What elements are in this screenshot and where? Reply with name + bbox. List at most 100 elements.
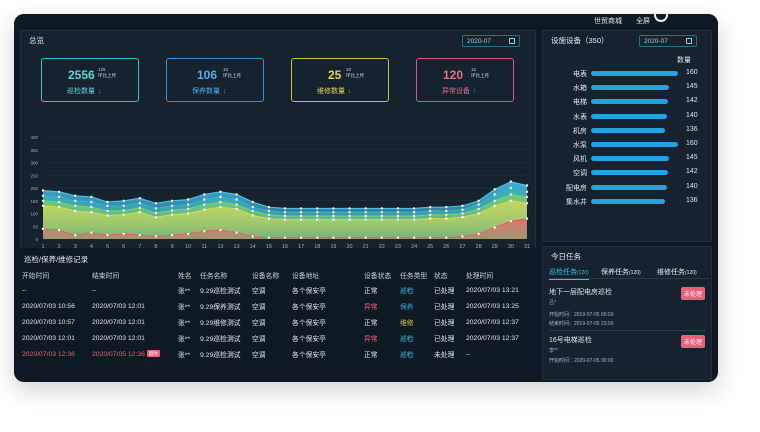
equipment-bar: [591, 156, 669, 162]
data-point: [283, 214, 287, 218]
data-point: [138, 197, 141, 200]
data-point: [429, 217, 432, 220]
calendar-icon: [686, 38, 692, 44]
equipment-value: 160: [686, 140, 698, 147]
equipment-title: 设施设备（350）: [551, 36, 609, 45]
equipment-value: 140: [686, 182, 698, 190]
cell-task-type-text: 巡检: [400, 352, 414, 359]
col-task: 任务名称: [200, 273, 228, 280]
data-point: [412, 214, 416, 218]
cell-address: 各个保安亭: [292, 330, 364, 346]
y-tick-label: 250: [30, 173, 38, 178]
cell-device-status-text: 异常: [364, 336, 378, 343]
cell-name-text: 张**: [178, 336, 191, 343]
data-point: [332, 218, 335, 221]
equipment-date-picker[interactable]: 2020-07: [639, 35, 697, 47]
data-point: [445, 236, 448, 239]
kpi-abnormal-label-text: 异常设备: [442, 88, 470, 95]
tab-inspection[interactable]: 巡检任务(120): [549, 267, 589, 280]
x-tick-label: 4: [90, 244, 93, 250]
cell-end: 2020/07/03 12:01: [92, 330, 178, 346]
cell-task-type: 巡检: [400, 330, 434, 346]
today-title: 今日任务: [551, 252, 581, 261]
data-point: [41, 204, 45, 207]
data-point: [219, 190, 222, 193]
equipment-row: 电表 160: [543, 67, 713, 81]
tab-repair[interactable]: 维修任务(120): [657, 267, 697, 277]
y-tick-label: 400: [30, 135, 38, 140]
overview-date-picker[interactable]: 2020-07: [462, 35, 520, 47]
cell-end-text: 2020/07/05 12:36: [92, 350, 145, 358]
data-point: [187, 207, 190, 211]
kpi-repair-compare: 10 环比上月: [346, 67, 364, 79]
cell-start: --: [22, 282, 92, 298]
table-row[interactable]: 2020/07/03 12:01 2020/07/03 12:01 张** 9.29巡…: [22, 330, 532, 346]
equipment-row: 水泵 160: [543, 138, 713, 152]
data-point: [396, 236, 400, 239]
cell-start-text: 2020/07/03 10:57: [22, 318, 75, 326]
data-point: [170, 213, 174, 216]
cell-task-type-text: 巡检: [400, 288, 414, 295]
cell-end-text: --: [92, 286, 97, 294]
data-point: [267, 236, 271, 239]
task-card[interactable]: 地下一层配电房巡检 吕* 开始时间：2019-07-05 00:00 结束时间：…: [549, 287, 705, 331]
cell-end-text: 2020/07/03 12:01: [92, 302, 145, 310]
kpi-maintenance-compare-value: 10: [223, 67, 229, 72]
nav-fullscreen[interactable]: 全屏: [636, 18, 650, 25]
data-point: [122, 204, 125, 207]
data-point: [412, 207, 416, 210]
data-point: [154, 235, 158, 238]
data-point: [170, 209, 174, 212]
data-point: [493, 226, 496, 229]
table-row[interactable]: 2020/07/03 12:36 2020/07/05 12:36 超时 张** 9.2…: [22, 346, 532, 362]
data-point: [57, 195, 61, 199]
table-row[interactable]: 2020/07/03 10:56 2020/07/03 12:01 张** 9.29保…: [22, 298, 532, 314]
x-tick-label: 11: [201, 244, 207, 250]
kpi-abnormal-value: 120: [443, 68, 464, 82]
data-point: [74, 234, 77, 237]
calendar-icon: [509, 38, 515, 44]
equipment-bar: [591, 99, 668, 105]
y-tick-label: 350: [30, 148, 38, 153]
user-avatar-icon[interactable]: [654, 14, 668, 22]
cell-time-text: 2020/07/03 12:37: [466, 318, 519, 326]
col-name: 姓名: [178, 273, 192, 280]
data-point: [203, 230, 206, 233]
equipment-name: 风机: [573, 156, 587, 164]
cell-address: 各个保安亭: [292, 314, 364, 330]
data-point: [57, 228, 61, 232]
col-task-type: 任务类型: [400, 273, 428, 280]
x-tick-label: 1: [41, 244, 44, 250]
table-row[interactable]: 2020/07/03 10:57 2020/07/03 12:01 张** 9.29维…: [22, 314, 532, 330]
x-tick-label: 29: [492, 244, 498, 250]
cell-device-status: 正常: [364, 282, 400, 298]
table-row[interactable]: -- -- 张** 9.29巡检测试 空调 各个保安亭 正常 巡检 已处理 2020/07/03 …: [22, 282, 532, 298]
task-person: 吕*: [549, 300, 556, 306]
cell-end: 2020/07/03 12:01: [92, 298, 178, 314]
data-point: [396, 207, 400, 210]
kpi-repair-compare-label: 环比上月: [346, 73, 364, 78]
equipment-name: 水箱: [573, 85, 587, 93]
x-tick-label: 12: [217, 244, 223, 250]
cell-start-text: 2020/07/03 12:01: [22, 334, 75, 342]
task-card[interactable]: 16号电梯巡检 李** 开始时间：2020-07-05 00:00 未处理: [549, 335, 705, 375]
data-point: [493, 204, 496, 207]
data-point: [477, 212, 480, 215]
cell-end-text: 2020/07/03 12:01: [92, 334, 145, 342]
cell-name-text: 张**: [178, 320, 191, 327]
kpi-abnormal-compare-label: 环比上月: [471, 73, 489, 78]
data-point: [461, 204, 464, 207]
x-tick-label: 22: [379, 244, 385, 250]
cell-device-status: 异常: [364, 330, 400, 346]
data-point: [509, 199, 513, 202]
data-point: [90, 195, 93, 199]
x-tick-label: 14: [250, 244, 256, 250]
y-tick-label: 50: [33, 224, 39, 229]
records-title: 巡检/保养/维修记录: [24, 255, 89, 264]
kpi-inspection-value: 2556: [68, 68, 95, 82]
nav-mall[interactable]: 世贸商城: [594, 18, 622, 25]
arrow-down-icon: ↓: [98, 88, 102, 95]
x-tick-label: 24: [411, 244, 417, 250]
tab-maintenance[interactable]: 保养任务(120): [601, 267, 641, 277]
data-point: [364, 214, 367, 218]
